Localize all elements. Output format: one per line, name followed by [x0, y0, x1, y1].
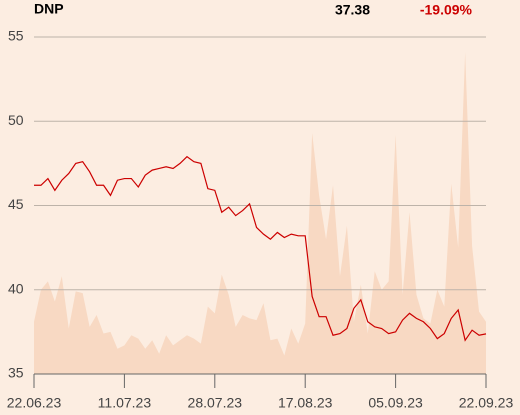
x-tick-label: 22.09.23 [459, 395, 514, 411]
last-price: 37.38 [335, 2, 370, 18]
y-tick-label: 45 [8, 196, 24, 212]
chart-title: DNP [34, 1, 64, 17]
x-tick-label: 11.07.23 [98, 395, 152, 411]
x-tick-label: 17.08.23 [278, 395, 333, 411]
x-tick-label: 05.09.23 [368, 395, 423, 411]
y-tick-label: 50 [8, 112, 24, 128]
y-tick-label: 40 [8, 280, 24, 296]
x-tick-label: 28.07.23 [188, 395, 243, 411]
y-tick-label: 55 [8, 28, 24, 44]
price-change: -19.09% [420, 2, 473, 18]
volume-area [34, 52, 486, 374]
y-tick-label: 35 [8, 365, 24, 381]
x-tick-label: 22.06.23 [7, 395, 62, 411]
price-line [34, 155, 487, 342]
